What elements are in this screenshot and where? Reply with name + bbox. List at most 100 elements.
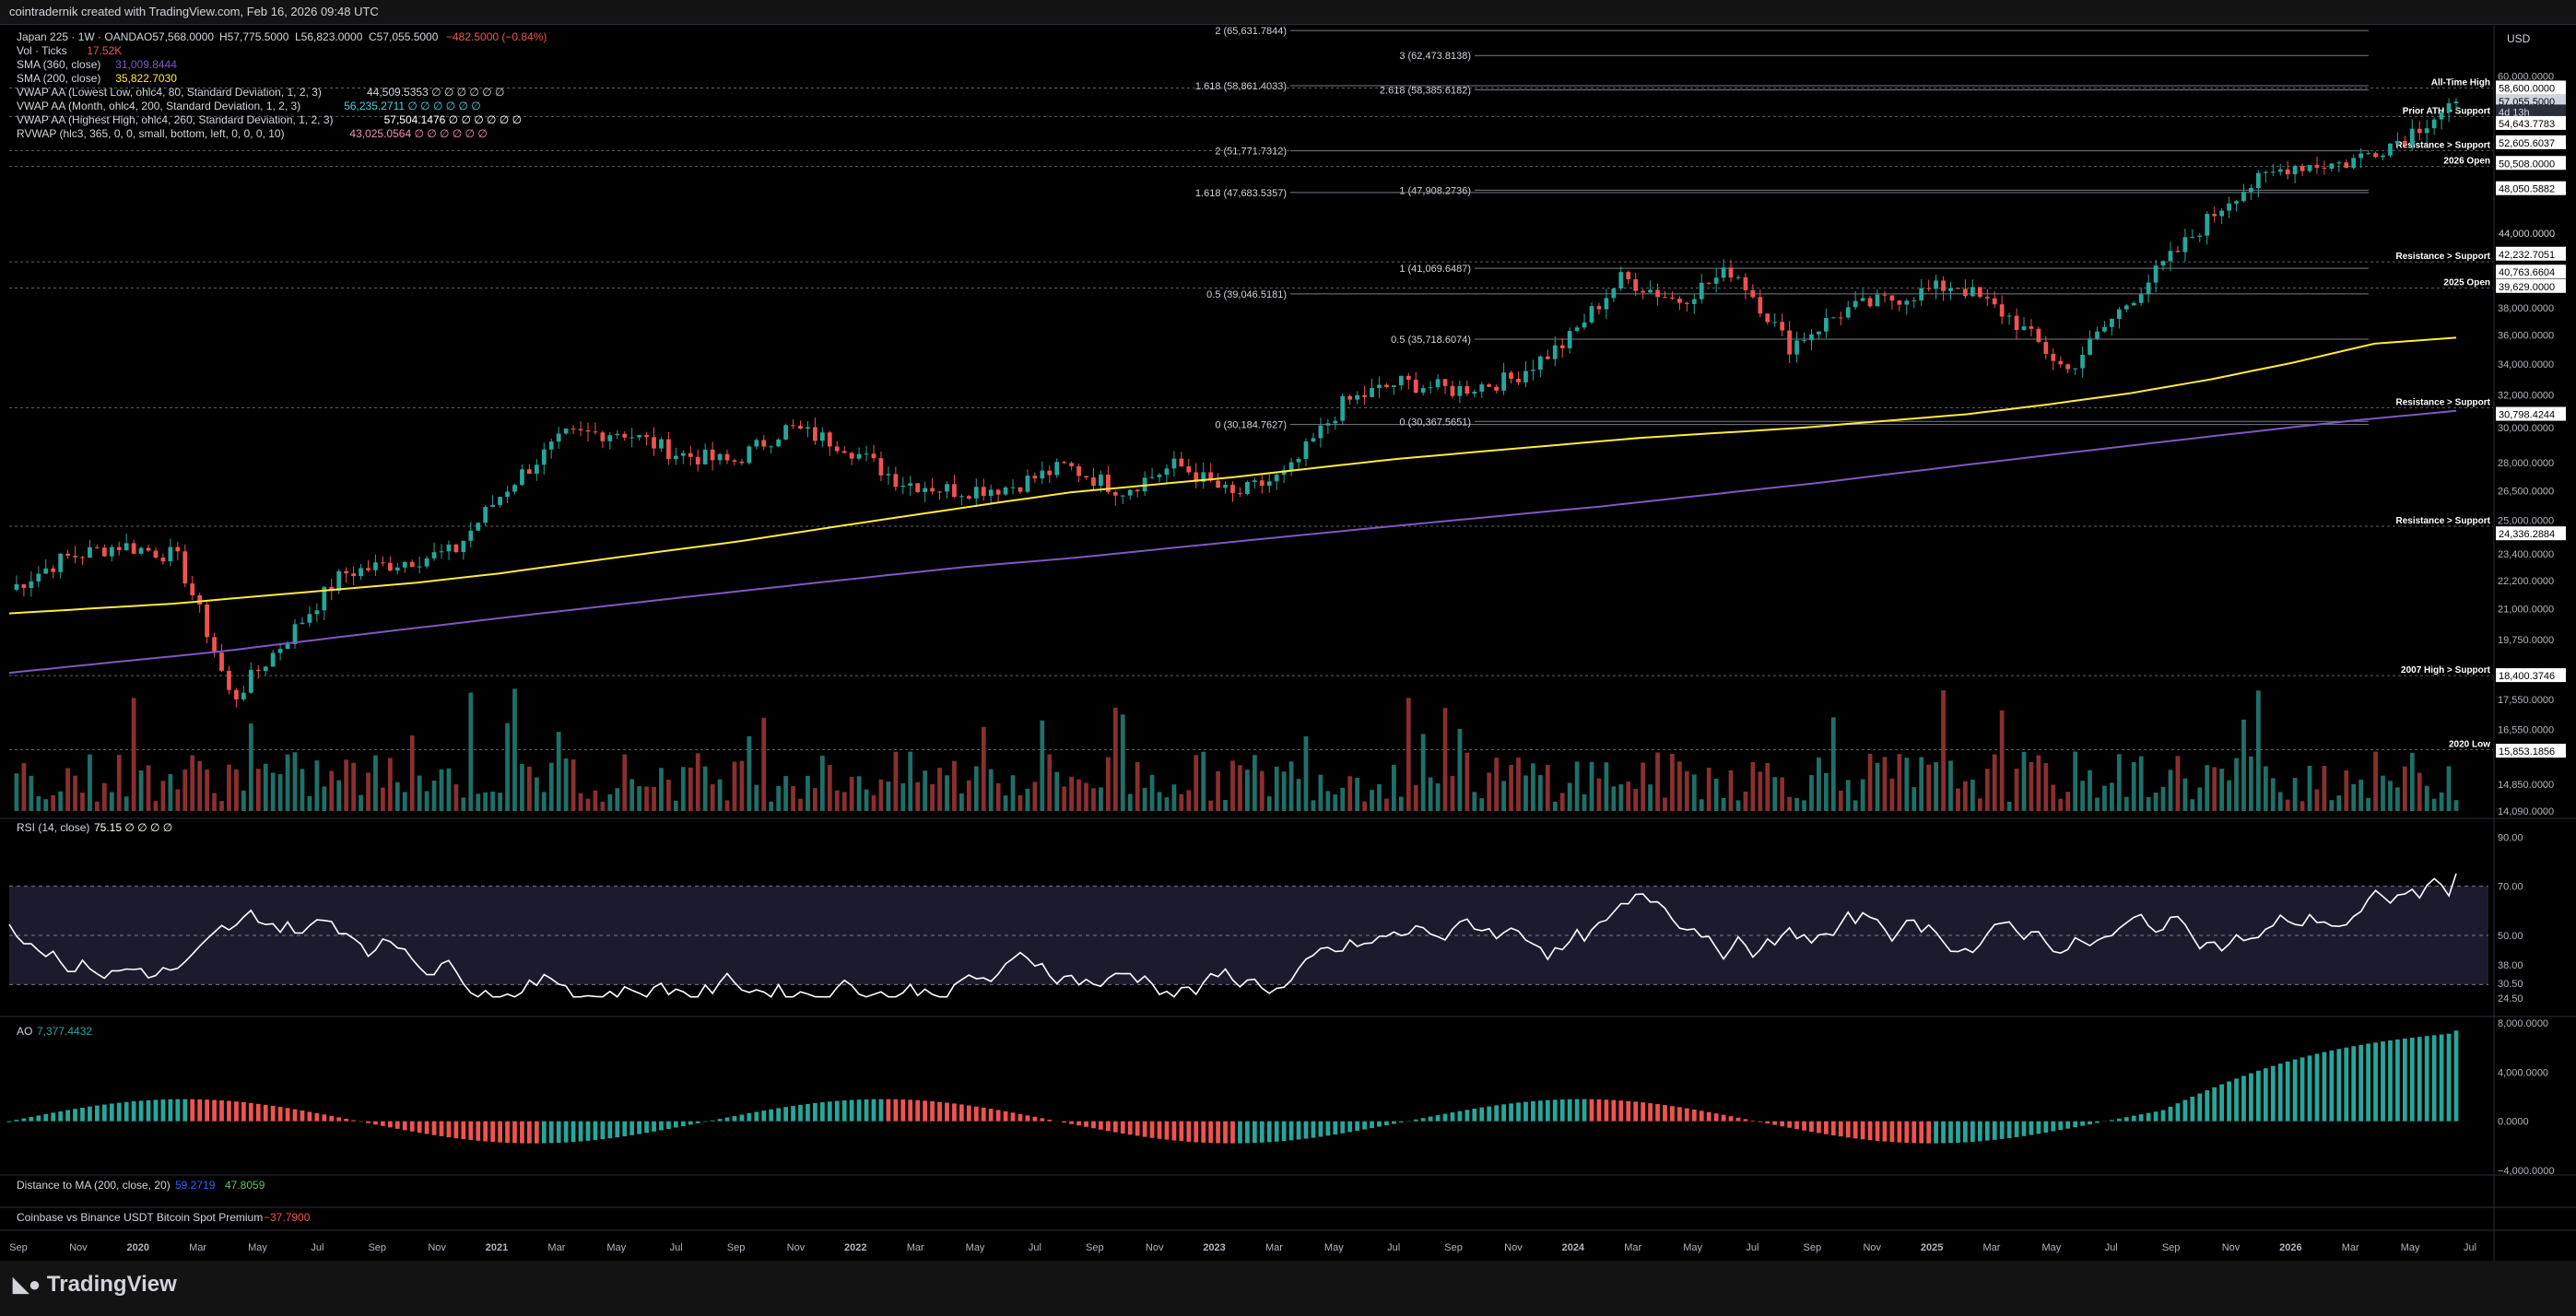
- volume-bar: [1626, 781, 1631, 811]
- ao-bar: [453, 1121, 459, 1139]
- candle-body: [959, 496, 964, 498]
- time-axis[interactable]: Sep Nov 2020 Mar May Jul Sep Nov 2021 Mar May Jul Se…: [9, 1242, 2476, 1253]
- price-axis[interactable]: 60,000.0000 38,000.0000 36,000.0000 34,000.…: [2496, 71, 2566, 1177]
- ao-bar: [1245, 1121, 1250, 1144]
- volume-bar: [1633, 789, 1639, 811]
- ao-bar: [270, 1105, 276, 1122]
- volume-bar: [1003, 795, 1008, 811]
- legend-symbol: Japan 225 · 1W · OANDA: [17, 30, 144, 43]
- ao-bar: [1984, 1121, 1990, 1141]
- volume-bar: [476, 793, 481, 811]
- candle-body: [1149, 476, 1155, 478]
- volume-bar: [585, 798, 591, 811]
- currency-label[interactable]: USD: [2507, 32, 2531, 45]
- candle-body: [2395, 140, 2400, 144]
- candle-body: [1750, 289, 1756, 298]
- candle-body: [1194, 472, 1199, 482]
- tradingview-logo[interactable]: ◣● TradingView: [13, 1272, 177, 1298]
- ao-bar: [1537, 1100, 1543, 1122]
- ao-bar: [952, 1103, 957, 1122]
- volume-bar: [966, 780, 971, 811]
- candle-body: [116, 546, 122, 550]
- volume-bar: [541, 792, 547, 811]
- legend-open: O57,568.0000: [144, 30, 214, 43]
- ao-bar: [1706, 1111, 1711, 1122]
- rsi-tick: 38.00: [2498, 960, 2523, 971]
- price-label: 39,629.0000: [2499, 282, 2555, 293]
- ao-bar: [841, 1100, 847, 1122]
- volume-bar: [109, 792, 114, 811]
- ao-bar: [1809, 1121, 1814, 1133]
- candle-body: [394, 567, 400, 571]
- ao-bar: [1860, 1121, 1865, 1140]
- ao-bar: [1216, 1121, 1220, 1144]
- volume-bar: [1802, 800, 1806, 811]
- time-tick: Mar: [1624, 1242, 1641, 1253]
- ao-bar: [1377, 1121, 1382, 1127]
- volume-bar: [307, 795, 312, 811]
- ao-bar: [695, 1121, 700, 1123]
- candle-body: [1875, 294, 1880, 307]
- time-tick: Nov: [1504, 1242, 1523, 1253]
- volume-bar: [1677, 761, 1682, 811]
- volume-bar: [563, 758, 569, 811]
- ao-bar: [2014, 1121, 2019, 1137]
- candle-body: [1040, 470, 1045, 479]
- ao-bar: [1223, 1121, 1228, 1144]
- volume-bar: [1435, 783, 1441, 811]
- ao-bar: [109, 1103, 114, 1122]
- volume-bar: [607, 793, 613, 811]
- fib-level-label: 0 (30,184.7627): [1215, 420, 1287, 431]
- fib-level-label: 0 (30,367.5651): [1399, 417, 1471, 428]
- volume-bar: [1127, 793, 1133, 811]
- ao-bar: [1911, 1121, 1917, 1144]
- volume-bar: [1670, 754, 1675, 811]
- candle-body: [483, 507, 488, 523]
- volume-bar: [952, 760, 957, 811]
- ao-bar: [1882, 1121, 1888, 1142]
- ao-bar: [1611, 1099, 1617, 1122]
- volume-bar: [798, 798, 803, 811]
- candle-body: [2051, 354, 2056, 361]
- time-tick: 2024: [1562, 1242, 1585, 1253]
- volume-bar: [1934, 762, 1938, 811]
- ao-bar: [666, 1121, 671, 1130]
- candle-body: [2073, 368, 2078, 370]
- candle-body: [1523, 370, 1528, 382]
- candle-body: [607, 435, 613, 441]
- candle-body: [322, 586, 327, 611]
- candle-body: [1017, 487, 1023, 492]
- volume-bar: [2409, 753, 2415, 811]
- candle-body: [2080, 354, 2085, 369]
- time-tick: May: [1683, 1242, 1702, 1253]
- candle-body: [1787, 330, 1793, 355]
- ao-bar: [1494, 1105, 1500, 1122]
- candle-body: [2270, 171, 2276, 173]
- legend-close: C57,055.5000: [369, 30, 439, 43]
- candle-body: [2409, 128, 2415, 146]
- candle-body: [1120, 495, 1125, 497]
- ao-bar: [1179, 1121, 1184, 1142]
- candle-body: [841, 451, 847, 453]
- volume-bar: [1552, 801, 1558, 811]
- price-tick: 16,550.0000: [2498, 724, 2554, 735]
- legend-row-value: 57,504.1476 ∅ ∅ ∅ ∅ ∅ ∅: [384, 113, 522, 126]
- ao-bar: [806, 1103, 810, 1122]
- candle-body: [1670, 297, 1675, 300]
- volume-bar: [2197, 787, 2203, 811]
- time-tick: Sep: [727, 1242, 746, 1253]
- candle-body: [2036, 328, 2041, 343]
- time-tick: Jul: [2105, 1242, 2118, 1253]
- candle-body: [2227, 203, 2231, 211]
- volume-bar: [512, 688, 517, 811]
- ao-bar: [2182, 1099, 2188, 1122]
- volume-bar: [153, 801, 159, 811]
- ao-bar: [1230, 1121, 1235, 1144]
- ao-bar: [739, 1114, 745, 1122]
- volume-bar: [2205, 765, 2210, 811]
- price-tick: 14,090.0000: [2498, 806, 2554, 817]
- ao-bar: [2116, 1118, 2122, 1122]
- ao-bar: [175, 1099, 181, 1122]
- rsi-line: [8, 873, 2457, 998]
